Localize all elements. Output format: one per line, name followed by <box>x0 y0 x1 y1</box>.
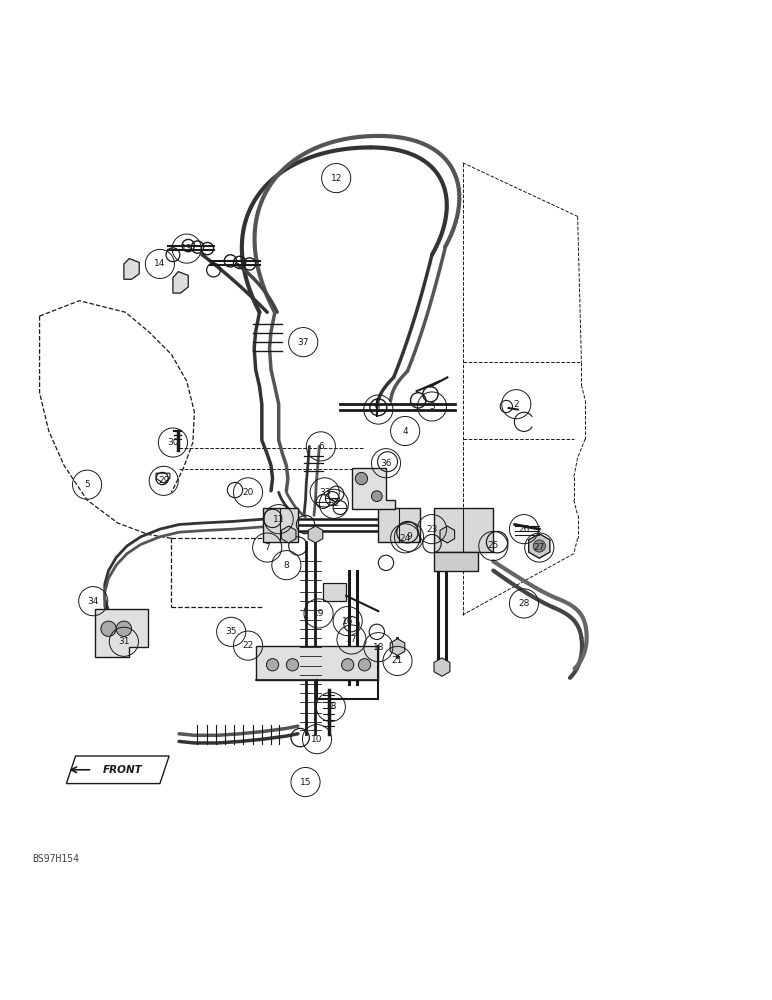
Text: 14: 14 <box>154 259 165 268</box>
Text: 9: 9 <box>406 532 412 541</box>
Polygon shape <box>308 526 323 543</box>
Text: 18: 18 <box>373 643 384 652</box>
Polygon shape <box>351 468 395 509</box>
Text: 16: 16 <box>342 617 354 626</box>
Text: 25: 25 <box>488 541 499 550</box>
Polygon shape <box>256 646 378 680</box>
Circle shape <box>117 621 131 636</box>
Text: 19: 19 <box>313 609 324 618</box>
Text: FRONT: FRONT <box>103 765 143 775</box>
Text: 20: 20 <box>242 488 254 497</box>
Text: BS97H154: BS97H154 <box>32 854 79 864</box>
Text: 31: 31 <box>118 637 130 646</box>
Circle shape <box>341 659 354 671</box>
Polygon shape <box>281 526 296 543</box>
Polygon shape <box>263 508 298 542</box>
Text: 27: 27 <box>533 543 545 552</box>
Polygon shape <box>95 609 148 657</box>
Circle shape <box>533 540 546 552</box>
Text: 7: 7 <box>264 543 270 552</box>
Text: 37: 37 <box>297 338 309 347</box>
Polygon shape <box>378 508 421 542</box>
Text: 5: 5 <box>84 480 90 489</box>
Polygon shape <box>529 534 550 558</box>
Text: 35: 35 <box>225 627 237 636</box>
Text: 6: 6 <box>318 442 323 451</box>
Text: 8: 8 <box>283 561 290 570</box>
Text: 29: 29 <box>158 476 169 485</box>
Text: 21: 21 <box>392 656 403 665</box>
Polygon shape <box>434 552 478 571</box>
Polygon shape <box>124 259 139 279</box>
Text: 22: 22 <box>242 641 254 650</box>
Text: 15: 15 <box>300 778 311 787</box>
Text: 17: 17 <box>346 635 357 644</box>
Polygon shape <box>434 508 493 552</box>
Text: 26: 26 <box>518 525 530 534</box>
Circle shape <box>286 659 299 671</box>
Polygon shape <box>173 272 188 293</box>
Polygon shape <box>390 639 405 656</box>
Text: 13: 13 <box>181 244 192 253</box>
Text: 32: 32 <box>328 499 340 508</box>
Text: 34: 34 <box>87 597 99 606</box>
Text: 36: 36 <box>381 459 391 468</box>
Text: 10: 10 <box>311 735 323 744</box>
Polygon shape <box>434 658 450 676</box>
Text: 28: 28 <box>518 599 530 608</box>
Text: 12: 12 <box>330 174 342 183</box>
Circle shape <box>101 621 117 636</box>
Text: 23: 23 <box>426 525 438 534</box>
Text: 4: 4 <box>402 427 408 436</box>
Circle shape <box>355 472 367 485</box>
Polygon shape <box>440 526 455 543</box>
Polygon shape <box>323 583 346 601</box>
Text: 24: 24 <box>400 534 411 543</box>
Text: 3: 3 <box>429 402 435 411</box>
Text: 38: 38 <box>325 702 337 711</box>
Text: 30: 30 <box>168 438 178 447</box>
Circle shape <box>358 659 371 671</box>
Circle shape <box>371 491 382 502</box>
Text: 11: 11 <box>273 515 284 524</box>
Text: 2: 2 <box>513 400 519 409</box>
Circle shape <box>266 659 279 671</box>
Text: 33: 33 <box>319 488 330 497</box>
Text: 1: 1 <box>375 405 381 414</box>
